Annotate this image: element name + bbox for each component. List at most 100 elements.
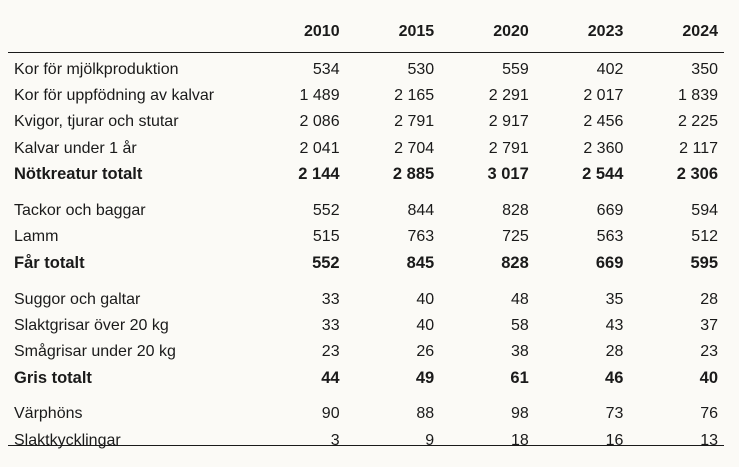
value-cell: 2 704 xyxy=(394,139,435,157)
value-cell: 43 xyxy=(605,316,624,334)
table-row: Kor för mjölkproduktion 534 530 559 402 350 xyxy=(8,53,724,84)
value-cell: 40 xyxy=(416,290,435,308)
value-cell: 37 xyxy=(700,316,718,334)
row-label-cell: Kalvar under 1 år xyxy=(14,139,137,157)
total-value-cell: 49 xyxy=(415,368,435,387)
value-cell: 512 xyxy=(691,228,718,246)
value-cell: 38 xyxy=(510,342,529,360)
table-row: Slaktkycklingar 3 9 18 16 13 xyxy=(8,427,724,453)
value-cell: 530 xyxy=(407,61,435,79)
value-cell: 725 xyxy=(502,228,529,246)
total-label-cell: Gris totalt xyxy=(14,368,92,387)
value-cell: 33 xyxy=(321,290,340,308)
value-cell: 2 456 xyxy=(583,113,624,131)
value-cell: 28 xyxy=(605,342,624,360)
header-year: 2023 xyxy=(534,0,630,53)
value-cell: 515 xyxy=(312,228,340,246)
row-label-cell: Lamm xyxy=(14,228,59,246)
value-cell: 2 291 xyxy=(488,87,529,105)
table-row: Smågrisar under 20 kg 23 26 38 28 23 xyxy=(8,339,724,365)
value-cell: 763 xyxy=(407,228,435,246)
row-label-cell: Slaktgrisar över 20 kg xyxy=(14,316,169,334)
value-cell: 48 xyxy=(510,290,529,308)
group-spacer xyxy=(8,277,724,287)
value-cell: 828 xyxy=(502,202,529,220)
row-label-cell: Kor för mjölkproduktion xyxy=(14,61,179,79)
table-row: Slaktgrisar över 20 kg 33 40 58 43 37 xyxy=(8,313,724,339)
value-cell: 534 xyxy=(312,61,340,79)
value-cell: 3 xyxy=(330,431,340,449)
value-cell: 18 xyxy=(510,431,529,449)
row-label-cell: Kor för uppfödning av kalvar xyxy=(14,87,215,105)
header-year: 2015 xyxy=(345,0,441,53)
header-year: 2024 xyxy=(629,0,724,53)
total-value-cell: 669 xyxy=(595,253,624,272)
value-cell: 2 917 xyxy=(488,113,529,131)
table-header-row: 2010 2015 2020 2023 2024 xyxy=(8,0,724,53)
value-cell: 58 xyxy=(510,316,529,334)
total-value-cell: 552 xyxy=(312,253,340,272)
table-row: Kor för uppfödning av kalvar 1 489 2 165 2 … xyxy=(8,83,724,109)
spacer-cell xyxy=(8,391,724,401)
value-cell: 2 041 xyxy=(299,139,340,157)
value-cell: 40 xyxy=(416,316,435,334)
table-row: Suggor och galtar 33 40 48 35 28 xyxy=(8,287,724,313)
value-cell: 2 117 xyxy=(679,139,718,157)
value-cell: 552 xyxy=(312,202,340,220)
value-cell: 844 xyxy=(407,202,435,220)
total-value-cell: 44 xyxy=(321,368,340,387)
value-cell: 98 xyxy=(510,405,529,423)
total-value-cell: 2 544 xyxy=(582,165,624,184)
table-body: Kor för mjölkproduktion 534 530 559 402 350 Ko… xyxy=(8,53,724,454)
value-cell: 33 xyxy=(321,316,340,334)
row-label-cell: Slaktkycklingar xyxy=(14,431,121,449)
value-cell: 2 360 xyxy=(583,139,624,157)
total-value-cell: 2 306 xyxy=(676,165,718,184)
value-cell: 13 xyxy=(700,431,718,449)
table-row: Värphöns 90 88 98 73 76 xyxy=(8,401,724,427)
row-label-cell: Suggor och galtar xyxy=(14,290,141,308)
value-cell: 2 165 xyxy=(394,87,435,105)
value-cell: 669 xyxy=(596,202,624,220)
value-cell: 88 xyxy=(416,405,435,423)
value-cell: 2 791 xyxy=(394,113,435,131)
group-spacer xyxy=(8,391,724,401)
value-cell: 26 xyxy=(416,342,435,360)
total-row: Gris totalt 44 49 61 46 40 xyxy=(8,365,724,391)
total-value-cell: 828 xyxy=(501,253,529,272)
total-value-cell: 40 xyxy=(699,368,718,387)
spacer-cell xyxy=(8,188,724,198)
value-cell: 73 xyxy=(605,405,624,423)
value-cell: 559 xyxy=(502,61,529,79)
value-cell: 28 xyxy=(700,290,718,308)
value-cell: 16 xyxy=(605,431,624,449)
value-cell: 9 xyxy=(425,431,435,449)
value-cell: 402 xyxy=(596,61,624,79)
total-row: Får totalt 552 845 828 669 595 xyxy=(8,250,724,276)
value-cell: 350 xyxy=(691,61,718,79)
total-label-cell: Nötkreatur totalt xyxy=(14,165,143,184)
value-cell: 2 791 xyxy=(488,139,529,157)
row-label-cell: Tackor och baggar xyxy=(14,202,146,220)
row-label-cell: Smågrisar under 20 kg xyxy=(14,342,176,360)
header-year: 2020 xyxy=(440,0,535,53)
header-label-cell xyxy=(8,0,251,53)
value-cell: 2 225 xyxy=(677,113,718,131)
table-row: Kalvar under 1 år 2 041 2 704 2 791 2 360 2 1… xyxy=(8,136,724,162)
value-cell: 2 017 xyxy=(583,87,624,105)
table-row: Tackor och baggar 552 844 828 669 594 xyxy=(8,198,724,224)
total-value-cell: 3 017 xyxy=(487,165,529,184)
value-cell: 1 839 xyxy=(677,87,718,105)
value-cell: 563 xyxy=(596,228,624,246)
total-value-cell: 2 144 xyxy=(298,165,340,184)
total-value-cell: 61 xyxy=(510,368,529,387)
row-label-cell: Kvigor, tjurar och stutar xyxy=(14,113,179,131)
total-value-cell: 845 xyxy=(406,253,435,272)
value-cell: 76 xyxy=(700,405,718,423)
table-row: Kvigor, tjurar och stutar 2 086 2 791 2 917… xyxy=(8,109,724,135)
header-year: 2010 xyxy=(251,0,346,53)
total-row: Nötkreatur totalt 2 144 2 885 3 017 2 544 2 3… xyxy=(8,162,724,188)
total-value-cell: 595 xyxy=(690,253,718,272)
value-cell: 23 xyxy=(700,342,718,360)
